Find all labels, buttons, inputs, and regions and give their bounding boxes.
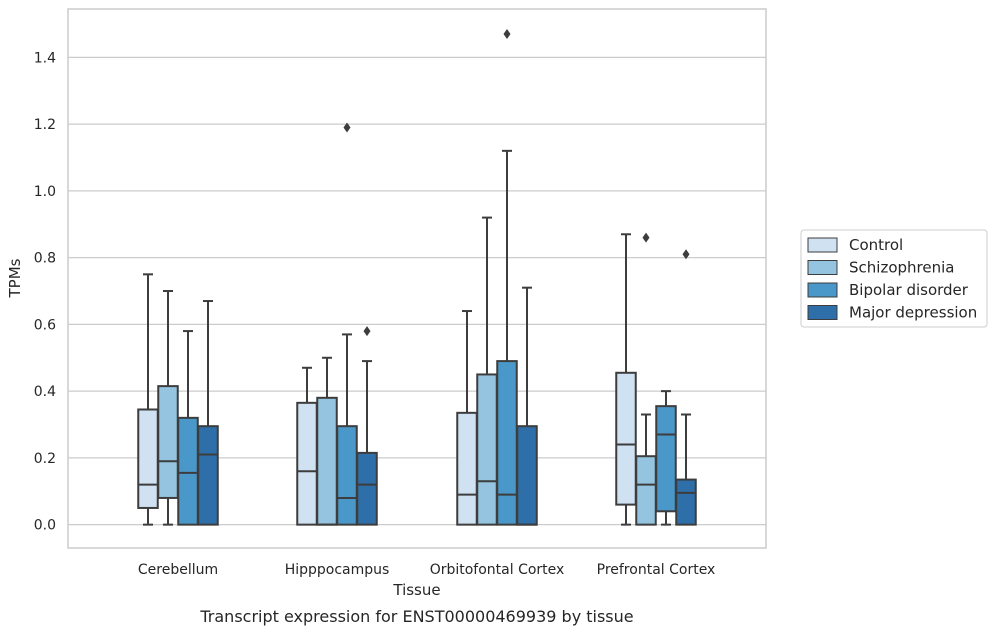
- box-group: [675, 249, 697, 526]
- y-tick-label: 0.4: [34, 384, 56, 400]
- box: [137, 408, 159, 509]
- legend-entry: Control: [849, 236, 903, 254]
- box-group: [197, 300, 219, 526]
- x-tick-label: Prefrontal Cortex: [597, 562, 716, 578]
- box-group: [655, 390, 677, 526]
- box: [496, 360, 518, 526]
- y-axis-label: TPMs: [6, 258, 24, 298]
- legend-swatch: [807, 237, 838, 253]
- legend: Control Schizophrenia Bipolar disorder Majo…: [800, 229, 988, 328]
- x-axis-label: Tissue: [392, 581, 440, 599]
- legend-swatch: [807, 305, 838, 320]
- box: [615, 371, 637, 506]
- box-plots: [137, 29, 697, 526]
- box: [157, 385, 179, 499]
- x-axis-ticks: Cerebellum Hipppocampus Orbitofontal Corte…: [138, 562, 715, 578]
- y-tick-label: 0.8: [34, 251, 56, 267]
- outlier-point: [682, 249, 690, 260]
- legend-swatch: [807, 260, 838, 275]
- y-tick-label: 0.2: [34, 451, 56, 467]
- box: [197, 425, 219, 526]
- box-group: [516, 286, 538, 526]
- legend-frame: [800, 229, 988, 328]
- box: [655, 405, 677, 513]
- legend-swatch: [807, 282, 838, 298]
- box: [456, 411, 478, 526]
- x-tick-label: Cerebellum: [138, 562, 218, 578]
- box-group: [615, 233, 637, 526]
- legend-entry: Bipolar disorder: [849, 281, 969, 299]
- box: [177, 416, 199, 526]
- outlier-point: [642, 232, 650, 243]
- x-tick-label: Orbitofontal Cortex: [430, 562, 565, 578]
- chart-caption: Transcript expression for ENST0000046993…: [199, 607, 633, 626]
- box-group: [476, 216, 498, 526]
- y-tick-label: 0.6: [34, 317, 56, 333]
- x-tick-label: Hipppocampus: [285, 562, 390, 578]
- box-group: [137, 273, 159, 526]
- box: [336, 425, 358, 526]
- box: [675, 478, 697, 526]
- plot-frame: [67, 8, 767, 549]
- legend-entry: Schizophrenia: [849, 259, 954, 277]
- y-axis-ticks: 0.0 0.2 0.4 0.6 0.8 1.0 1.2 1.4: [34, 50, 56, 533]
- outlier-point: [503, 29, 511, 40]
- box-group: [496, 29, 518, 526]
- box-group: [356, 326, 378, 526]
- box: [516, 425, 538, 526]
- y-tick-label: 0.0: [34, 518, 56, 534]
- box: [356, 451, 378, 526]
- y-tick-label: 1.0: [34, 184, 56, 200]
- box: [635, 455, 657, 526]
- box-group: [456, 310, 478, 526]
- y-tick-label: 1.2: [34, 117, 56, 133]
- box: [316, 396, 338, 526]
- legend-entry: Major depression: [849, 304, 977, 322]
- outlier-point: [363, 326, 371, 337]
- y-tick-label: 1.4: [34, 50, 56, 66]
- box-group: [177, 330, 199, 526]
- box: [476, 373, 498, 526]
- box: [296, 401, 318, 526]
- outlier-point: [343, 122, 351, 133]
